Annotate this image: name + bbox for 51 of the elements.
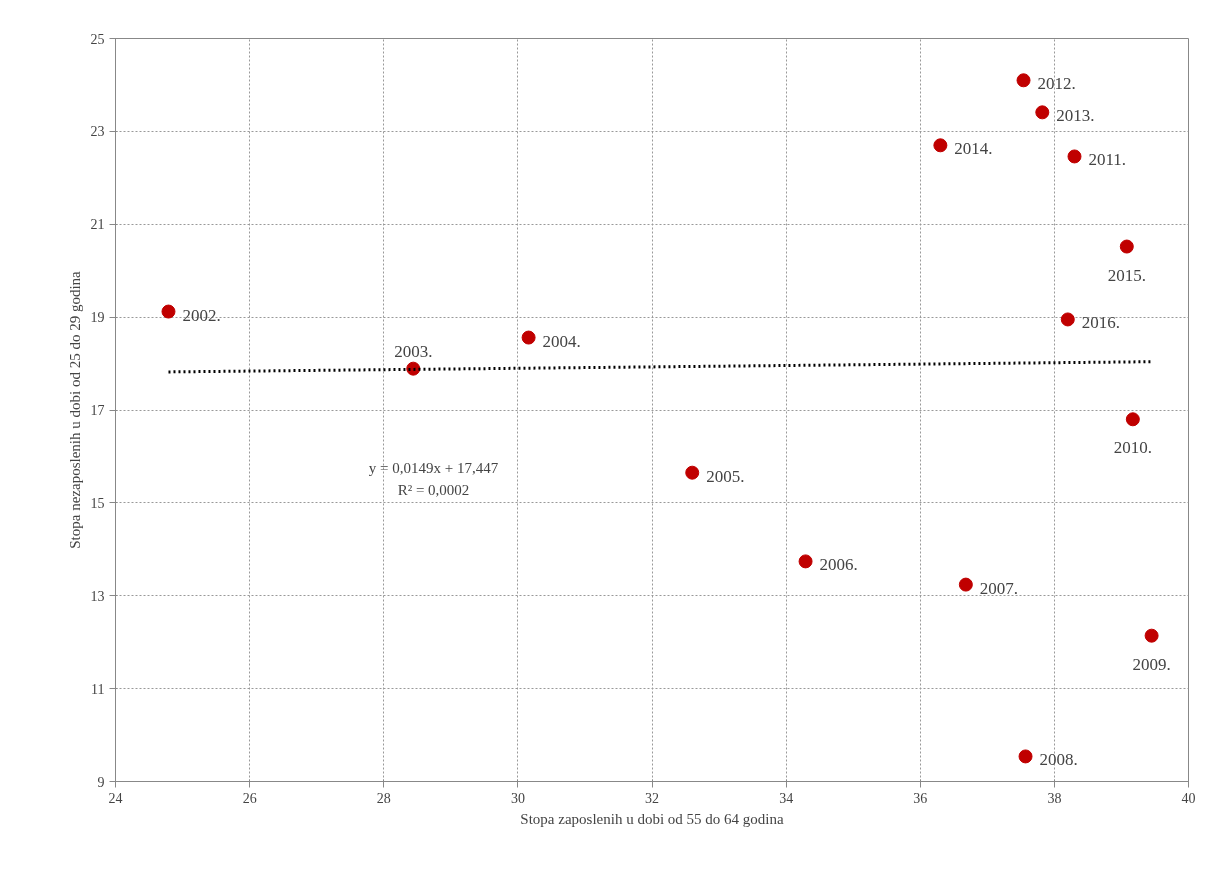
point (798, 554, 813, 569)
x-tick-label: 38 (1047, 790, 1062, 806)
annotation: 2007. (979, 578, 1019, 598)
point (1016, 73, 1031, 88)
annotation: 2011. (1088, 150, 1127, 170)
y-axis-title: Stopa nezaposlenih u dobi od 25 do 29 godina (66, 270, 83, 549)
x-tick-label: 32 (645, 790, 659, 806)
y-tick-label: 11 (91, 681, 105, 697)
y-tick-label: 23 (90, 124, 105, 140)
annotation: 2002. (182, 305, 221, 325)
point (1119, 239, 1134, 254)
point (1018, 749, 1033, 764)
x-axis-title: Stopa zaposlenih u dobi od 55 do 64 godina (520, 810, 784, 827)
point (933, 138, 948, 153)
x-tick-label: 30 (510, 790, 525, 806)
y-tick-label: 21 (90, 217, 105, 233)
point (1067, 149, 1082, 164)
annotation: 2009. (1132, 654, 1171, 674)
point (958, 577, 973, 592)
x-tick-label: 28 (376, 790, 391, 806)
point (1035, 105, 1050, 120)
point (1060, 312, 1075, 327)
x-tick-label: 40 (1181, 790, 1196, 806)
x-tick-label: 36 (913, 790, 928, 806)
point (1125, 412, 1140, 427)
point (521, 330, 536, 345)
annotation: 2004. (542, 331, 581, 351)
annotation: y = 0,0149x + 17,447 (368, 459, 499, 476)
x-tick-label: 24 (108, 790, 123, 806)
annotation: 2005. (706, 466, 745, 486)
annotation: 2006. (819, 555, 858, 575)
y-tick-label: 19 (90, 310, 105, 326)
y-tick-label: 9 (97, 774, 105, 790)
x-tick-label: 26 (242, 790, 257, 806)
y-tick-label: 17 (90, 403, 105, 418)
y-tick-label: 15 (90, 495, 105, 511)
x-tick-label: 34 (779, 790, 794, 806)
annotation: R² = 0,0002 (397, 481, 470, 498)
y-tick-label: 13 (90, 588, 105, 604)
annotation: 2003. (394, 341, 433, 361)
point (161, 304, 176, 319)
annotation: 2016. (1081, 313, 1121, 333)
annotation: 2014. (954, 139, 993, 159)
annotation: 2015. (1107, 265, 1146, 285)
annotation: 2010. (1113, 438, 1152, 458)
annotation: 2012. (1037, 74, 1076, 94)
point (685, 465, 700, 480)
y-tick-label: 25 (90, 31, 105, 47)
annotation: 2013. (1056, 106, 1095, 126)
point (1144, 628, 1159, 643)
annotation: 2008. (1039, 750, 1078, 770)
